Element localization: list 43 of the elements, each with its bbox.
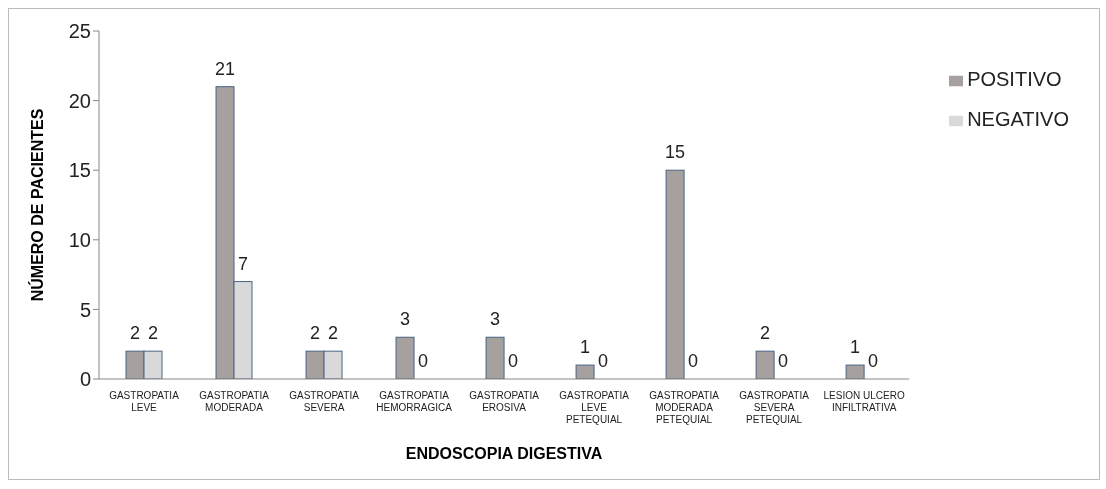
data-label: 2 bbox=[130, 323, 141, 344]
x-tick-label: GASTROPATIA LEVE bbox=[109, 390, 180, 413]
x-tick-label: GASTROPATIA SEVERA bbox=[289, 390, 360, 413]
bar bbox=[665, 169, 685, 379]
data-label: 2 bbox=[328, 323, 339, 344]
data-label: 0 bbox=[598, 351, 609, 371]
x-tick-label: GASTROPATIA EROSIVA bbox=[469, 390, 540, 413]
x-tick-label: GASTROPATIA HEMORRAGICA bbox=[376, 390, 453, 413]
x-tick-label: GASTROPATIA MODERADA PETEQUIAL bbox=[649, 390, 720, 425]
x-tick-label: GASTROPATIA LEVE PETEQUIAL bbox=[559, 390, 630, 425]
data-label: 1 bbox=[850, 337, 861, 358]
data-label: 3 bbox=[490, 309, 501, 330]
legend-label: POSITIVO bbox=[967, 68, 1062, 90]
y-tick-label: 5 bbox=[79, 298, 91, 321]
y-tick-label: 25 bbox=[68, 20, 91, 43]
data-label: 15 bbox=[665, 142, 686, 163]
x-axis-title: ENDOSCOPIA DIGESTIVA bbox=[405, 445, 603, 462]
bar bbox=[575, 364, 595, 379]
data-label: 21 bbox=[215, 58, 236, 79]
data-label: 0 bbox=[688, 351, 699, 371]
y-axis-title: NÚMERO DE PACIENTES bbox=[27, 108, 46, 302]
x-tick-label: GASTROPATIA MODERADA bbox=[199, 390, 270, 413]
data-label: 2 bbox=[310, 323, 321, 344]
data-label: 0 bbox=[868, 351, 879, 371]
data-label: 1 bbox=[580, 337, 591, 358]
y-tick-label: 15 bbox=[68, 159, 91, 182]
x-tick-label: LESION ULCERO INFILTRATIVA bbox=[823, 390, 905, 413]
x-tick-label: GASTROPATIA SEVERA PETEQUIAL bbox=[739, 390, 810, 425]
data-label: 3 bbox=[400, 309, 411, 330]
bar bbox=[845, 364, 865, 379]
data-label: 7 bbox=[238, 253, 249, 274]
data-label: 2 bbox=[148, 323, 159, 344]
y-tick-label: 0 bbox=[79, 368, 91, 391]
data-label: 0 bbox=[508, 351, 519, 371]
data-label: 2 bbox=[760, 323, 771, 344]
data-label: 0 bbox=[418, 351, 429, 371]
data-label: 0 bbox=[778, 351, 789, 371]
y-tick-label: 10 bbox=[68, 228, 91, 251]
bar bbox=[755, 350, 775, 379]
legend-label: NEGATIVO bbox=[967, 108, 1069, 130]
bar bbox=[395, 336, 415, 379]
y-tick-label: 20 bbox=[68, 89, 91, 112]
bar bbox=[485, 336, 505, 379]
